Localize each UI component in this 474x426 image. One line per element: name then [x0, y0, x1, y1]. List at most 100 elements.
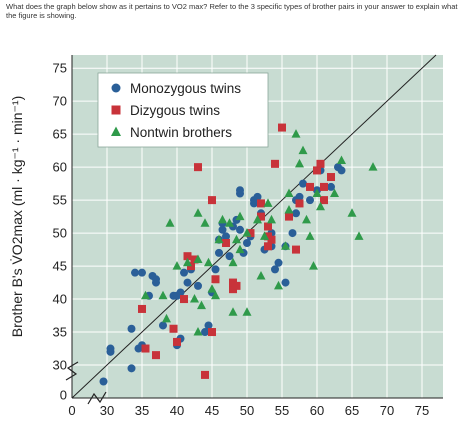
x-tick-label: 45: [205, 403, 219, 418]
data-point-square: [316, 159, 325, 168]
y-axis-break: [65, 361, 79, 381]
y-tick-label: 60: [53, 160, 67, 175]
data-point-triangle: [337, 155, 346, 165]
data-point-circle: [201, 328, 209, 337]
data-point-circle: [222, 232, 230, 241]
legend: Monozygous twins Dizygous twins Nontwin br…: [97, 72, 269, 148]
data-point-triangle: [312, 188, 322, 198]
y-tick-label: 65: [53, 127, 67, 142]
data-point-square: [169, 324, 178, 333]
data-point-square: [271, 159, 279, 168]
data-point-circle: [159, 321, 167, 330]
data-point-square: [285, 212, 293, 221]
data-point-triangle: [214, 234, 224, 244]
data-point-triangle: [354, 231, 364, 240]
legend-box: [97, 72, 269, 148]
data-point-triangle: [197, 300, 206, 310]
data-point-triangle: [235, 244, 245, 254]
x-tick-label: 70: [380, 403, 394, 418]
data-point-circle: [271, 265, 279, 274]
data-point-triangle: [284, 188, 294, 198]
x-tick-label: 60: [310, 403, 324, 418]
data-point-triangle: [190, 294, 199, 303]
data-point-triangle: [284, 205, 294, 214]
data-point-circle: [288, 229, 297, 238]
data-point-triangle: [267, 214, 276, 224]
data-point-square: [208, 196, 216, 205]
data-point-triangle: [253, 214, 262, 224]
data-point-square: [264, 222, 272, 231]
data-point-square: [190, 255, 199, 264]
data-point-square: [306, 182, 314, 191]
legend-label: Dizygous twins: [130, 103, 220, 118]
x-tick-label: 40: [170, 403, 184, 418]
tick-labels: 0 30 35 40 45 50 55 60 65 70 75 0 30 35 40 45 50 55 60 65 70…: [53, 61, 430, 418]
data-point-circle: [337, 166, 346, 175]
identity-line: [71, 54, 437, 399]
series-triangle: [141, 129, 378, 336]
data-point-square: [152, 351, 160, 360]
data-point-triangle: [316, 201, 325, 211]
data-point-triangle: [232, 234, 241, 244]
data-point-triangle: [260, 231, 269, 240]
data-point-square: [183, 252, 192, 261]
data-point-circle: [215, 248, 223, 257]
data-point-square: [141, 344, 150, 353]
data-point-triangle: [172, 261, 182, 270]
data-point-triangle: [162, 313, 171, 323]
x-tick-label: 55: [275, 403, 289, 418]
y-axis-label: Brother B's V̇O2max (ml · kg⁻¹ · min⁻¹): [9, 96, 25, 337]
y-tick-label: 35: [53, 325, 67, 340]
data-point-circle: [274, 258, 283, 267]
data-point-circle: [225, 252, 234, 261]
y-tick-label: 75: [53, 61, 67, 76]
data-point-square: [267, 235, 276, 244]
data-point-square: [327, 173, 335, 182]
data-point-triangle: [165, 218, 175, 227]
data-point-triangle: [228, 257, 238, 267]
data-point-square: [264, 242, 272, 251]
data-point-circle: [295, 192, 304, 201]
data-points: [99, 123, 378, 386]
data-point-square: [211, 275, 220, 284]
data-point-circle: [250, 199, 258, 208]
data-point-triangle: [305, 231, 315, 240]
x-tick-label: 50: [240, 403, 254, 418]
data-point-triangle: [309, 261, 318, 270]
data-point-triangle: [183, 257, 192, 267]
data-point-triangle: [200, 218, 210, 227]
data-point-circle: [127, 324, 136, 333]
data-point-circle: [306, 196, 314, 205]
data-point-triangle: [218, 214, 227, 224]
y-tick-label: 45: [53, 259, 67, 274]
x-tick-label: 35: [135, 403, 149, 418]
data-point-square: [173, 337, 181, 346]
data-point-square: [194, 163, 202, 172]
data-point-circle: [194, 281, 202, 290]
data-point-circle: [176, 288, 185, 297]
data-point-triangle: [330, 188, 339, 198]
x-axis-break: [87, 391, 107, 405]
series-square: [138, 123, 335, 379]
data-point-square: [320, 196, 328, 205]
data-point-circle: [180, 268, 188, 277]
data-point-triangle: [281, 241, 290, 250]
y-tick-label: 30: [53, 358, 67, 373]
question-text: What does the graph below show as it per…: [6, 2, 458, 20]
data-point-square: [278, 123, 286, 132]
data-point-circle: [299, 179, 307, 188]
data-point-circle: [106, 347, 115, 356]
y-tick-label: 50: [53, 226, 67, 241]
data-point-triangle: [211, 290, 220, 300]
data-point-circle: [138, 268, 146, 277]
data-point-triangle: [291, 129, 301, 138]
data-point-triangle: [228, 307, 238, 316]
data-point-square: [246, 229, 255, 238]
legend-marker-square: [111, 105, 121, 115]
data-point-triangle: [368, 162, 378, 171]
data-point-triangle: [302, 214, 311, 224]
data-point-square: [295, 199, 304, 208]
y-tick-label: 40: [53, 292, 67, 307]
data-point-circle: [281, 278, 290, 287]
data-point-triangle: [193, 254, 203, 263]
